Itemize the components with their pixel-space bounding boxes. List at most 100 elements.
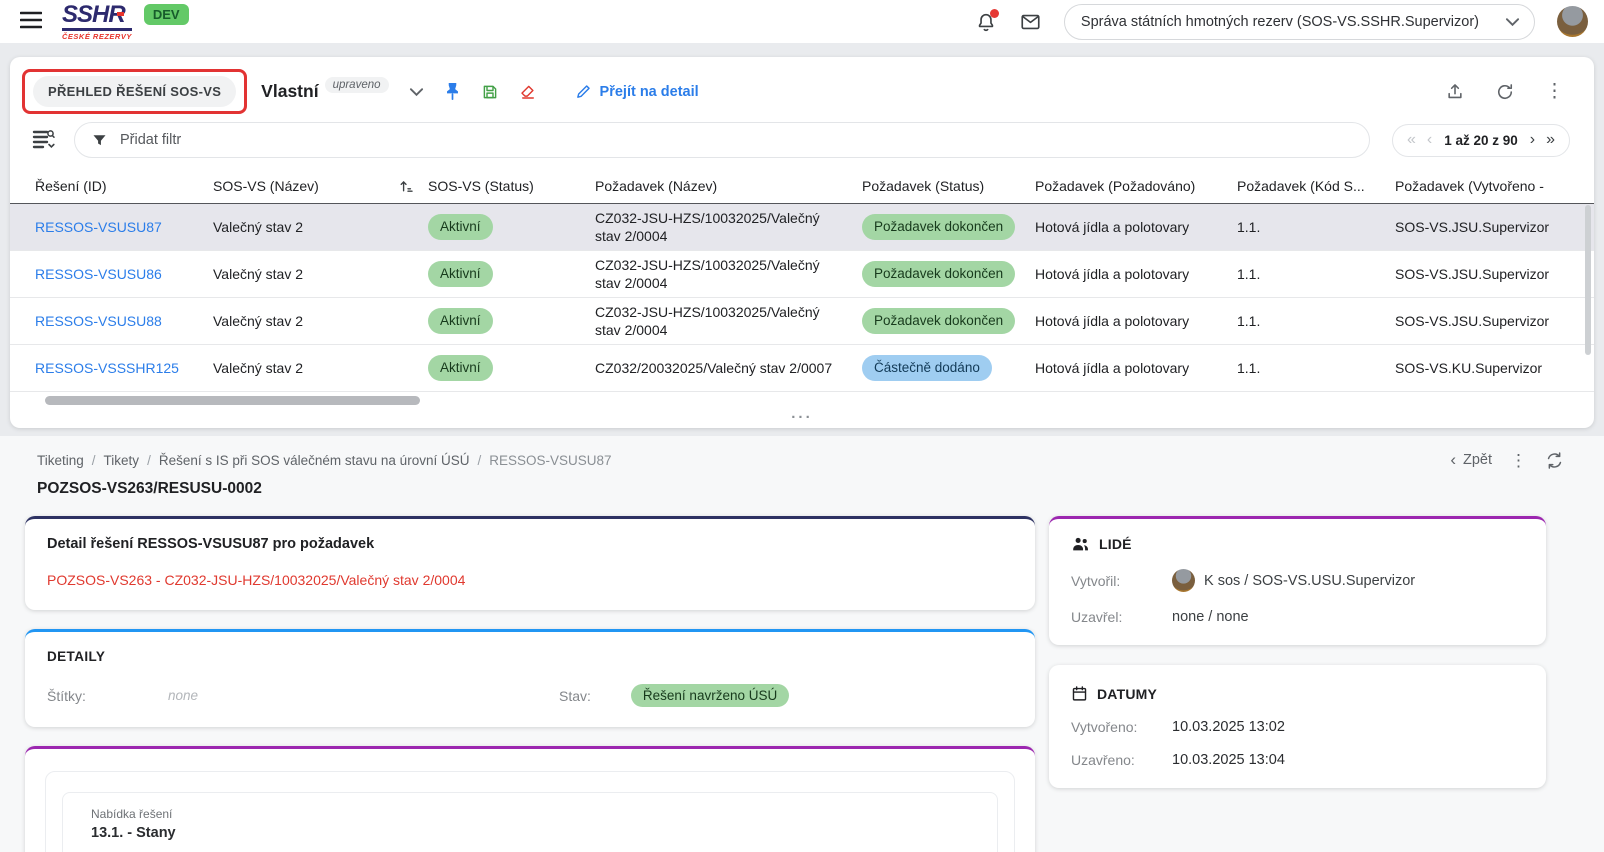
row-req-code: 1.1.: [1237, 265, 1395, 283]
row-id-link[interactable]: RESSOS-VSUSU88: [35, 313, 162, 329]
details-card-title: DETAILY: [47, 649, 1013, 664]
horizontal-scrollbar-thumb[interactable]: [45, 396, 420, 405]
row-req-name: CZ032-JSU-HZS/10032025/Valečný stav 2/00…: [595, 209, 862, 245]
pagination-next-icon[interactable]: ›: [1529, 132, 1536, 148]
row-req-requested: Hotová jídla a polotovary: [1035, 312, 1237, 330]
view-modified-badge: upraveno: [325, 77, 389, 93]
table-row[interactable]: RESSOS-VSUSU86 Valečný stav 2 Aktivní CZ…: [10, 251, 1594, 298]
breadcrumb-tiketing[interactable]: Tiketing: [37, 453, 84, 468]
breadcrumb: Tiketing / Tikety / Řešení s IS při SOS …: [37, 453, 612, 468]
offer-item[interactable]: Nabídka řešení 13.1. - Stany Druh VZ: [62, 792, 998, 852]
column-header-pozadavek-nazev[interactable]: Požadavek (Název): [595, 178, 862, 194]
notifications-bell-icon[interactable]: [975, 11, 997, 33]
detail-actions: ‹ Zpět ⋮: [1450, 450, 1564, 470]
row-sosvs-name: Valečný stav 2: [213, 359, 428, 377]
breadcrumb-separator: /: [92, 453, 96, 468]
row-req-requested: Hotová jídla a polotovary: [1035, 359, 1237, 377]
created-by-value: K sos / SOS-VS.USU.Supervizor: [1204, 573, 1415, 589]
saved-view-name[interactable]: Vlastní upraveno: [261, 81, 388, 102]
filter-input[interactable]: [120, 132, 1353, 148]
annotation-highlight-box: PŘEHLED ŘEŠENÍ SOS-VS: [22, 69, 247, 114]
table-header-row: Řešení (ID) SOS-VS (Název) SOS-VS (Statu…: [10, 168, 1594, 204]
go-to-detail-label: Přejít na detail: [600, 84, 699, 100]
view-title[interactable]: PŘEHLED ŘEŠENÍ SOS-VS: [33, 76, 236, 107]
people-icon: [1071, 536, 1090, 552]
pagination-label: 1 až 20 z 90: [1442, 133, 1520, 148]
user-avatar[interactable]: [1557, 6, 1588, 37]
solution-offer-card: Nabídka řešení 13.1. - Stany Druh VZ: [25, 746, 1035, 852]
detail-kebab-menu-icon[interactable]: ⋮: [1510, 452, 1527, 469]
row-req-created-by: SOS-VS.KU.Supervizor: [1395, 359, 1556, 377]
row-id-link[interactable]: RESSOS-VSSSHR125: [35, 360, 179, 376]
env-badge: DEV: [144, 4, 189, 25]
view-chevron-down-icon[interactable]: [405, 83, 428, 101]
solution-summary-card: Detail řešení RESSOS-VSUSU87 pro požadav…: [25, 516, 1035, 610]
breadcrumb-separator: /: [477, 453, 481, 468]
logo-subtitle: ČESKÉ REZERVY: [62, 33, 132, 41]
filter-input-wrap: [74, 122, 1370, 158]
refresh-icon[interactable]: [1491, 78, 1519, 106]
vertical-scrollbar-thumb[interactable]: [1585, 205, 1591, 355]
sosvs-status-badge: Aktivní: [428, 308, 493, 334]
expand-more-handle[interactable]: ...: [10, 405, 1594, 424]
logo-title: SSHR: [62, 3, 132, 31]
pagination-last-icon[interactable]: »: [1545, 132, 1556, 148]
row-sosvs-name: Valečný stav 2: [213, 218, 428, 236]
pagination-prev-icon[interactable]: ‹: [1426, 132, 1433, 148]
column-header-pozadavek-kod[interactable]: Požadavek (Kód S...: [1237, 178, 1395, 194]
row-id-link[interactable]: RESSOS-VSUSU86: [35, 266, 162, 282]
column-header-sosvs-status[interactable]: SOS-VS (Status): [428, 178, 595, 194]
horizontal-scrollbar[interactable]: [35, 396, 1569, 405]
role-selector[interactable]: Správa státních hmotných rezerv (SOS-VS.…: [1064, 4, 1535, 40]
back-chevron-icon: ‹: [1450, 450, 1456, 470]
menu-icon[interactable]: [16, 7, 46, 36]
column-header-pozadavek-pozadovano[interactable]: Požadavek (Požadováno): [1035, 178, 1237, 194]
go-to-detail-link[interactable]: Přejít na detail: [575, 83, 699, 100]
sosvs-status-badge: Aktivní: [428, 214, 493, 240]
saved-filters-icon[interactable]: [28, 125, 60, 155]
filter-row: « ‹ 1 až 20 z 90 › »: [10, 120, 1594, 168]
offer-label: Nabídka řešení: [91, 807, 969, 821]
table-row[interactable]: RESSOS-VSUSU87 Valečný stav 2 Aktivní CZ…: [10, 204, 1594, 251]
pencil-icon: [575, 83, 592, 100]
column-header-sosvs-nazev[interactable]: SOS-VS (Název): [213, 178, 428, 194]
req-status-badge: Požadavek dokončen: [862, 214, 1015, 240]
table-body: RESSOS-VSUSU87 Valečný stav 2 Aktivní CZ…: [10, 204, 1594, 392]
sync-icon[interactable]: [1545, 451, 1564, 470]
row-req-name: CZ032/20032025/Valečný stav 2/0007: [595, 359, 862, 377]
pagination-first-icon[interactable]: «: [1406, 132, 1417, 148]
breadcrumb-reseni[interactable]: Řešení s IS při SOS válečném stavu na úr…: [159, 453, 470, 468]
back-button[interactable]: ‹ Zpět: [1450, 450, 1492, 470]
kebab-menu-icon[interactable]: ⋮: [1541, 78, 1568, 105]
column-header-pozadavek-status[interactable]: Požadavek (Status): [862, 178, 1035, 194]
breadcrumb-tikety[interactable]: Tikety: [104, 453, 140, 468]
row-req-name: CZ032-JSU-HZS/10032025/Valečný stav 2/00…: [595, 256, 862, 292]
offer-value: 13.1. - Stany: [91, 825, 969, 841]
request-red-link[interactable]: POZSOS-VS263 - CZ032-JSU-HZS/10032025/Va…: [47, 572, 465, 588]
closed-by-value: none / none: [1172, 609, 1249, 625]
row-sosvs-name: Valečný stav 2: [213, 265, 428, 283]
breadcrumb-row: Tiketing / Tikety / Řešení s IS při SOS …: [0, 450, 1604, 470]
messages-envelope-icon[interactable]: [1019, 11, 1042, 33]
column-header-pozadavek-vytvoreno[interactable]: Požadavek (Vytvořeno -: [1395, 178, 1594, 194]
role-selector-value: Správa státních hmotných rezerv (SOS-VS.…: [1081, 14, 1479, 30]
sort-ascending-icon[interactable]: [398, 178, 414, 194]
pin-view-icon[interactable]: [440, 78, 465, 105]
table-row[interactable]: RESSOS-VSSSHR125 Valečný stav 2 Aktivní …: [10, 345, 1594, 392]
app-logo[interactable]: SSHR ČESKÉ REZERVY: [62, 3, 132, 41]
top-header: SSHR ČESKÉ REZERVY DEV Správa státních h…: [0, 0, 1604, 43]
breadcrumb-separator: /: [147, 453, 151, 468]
created-at-label: Vytvořeno:: [1071, 719, 1172, 735]
row-id-link[interactable]: RESSOS-VSUSU87: [35, 219, 162, 235]
page: SSHR ČESKÉ REZERVY DEV Správa státních h…: [0, 0, 1604, 852]
detail-left-column: Detail řešení RESSOS-VSUSU87 pro požadav…: [25, 516, 1035, 852]
table-row[interactable]: RESSOS-VSUSU88 Valečný stav 2 Aktivní CZ…: [10, 298, 1594, 345]
detail-right-column: LIDÉ Vytvořil: K sos / SOS-VS.USU.Superv…: [1049, 516, 1546, 788]
save-view-icon[interactable]: [477, 79, 503, 105]
export-icon[interactable]: [1441, 78, 1469, 106]
creator-avatar[interactable]: [1172, 569, 1195, 592]
notification-dot: [990, 9, 999, 18]
clear-view-eraser-icon[interactable]: [515, 79, 541, 105]
row-req-code: 1.1.: [1237, 312, 1395, 330]
column-header-reseni-id[interactable]: Řešení (ID): [35, 178, 213, 194]
